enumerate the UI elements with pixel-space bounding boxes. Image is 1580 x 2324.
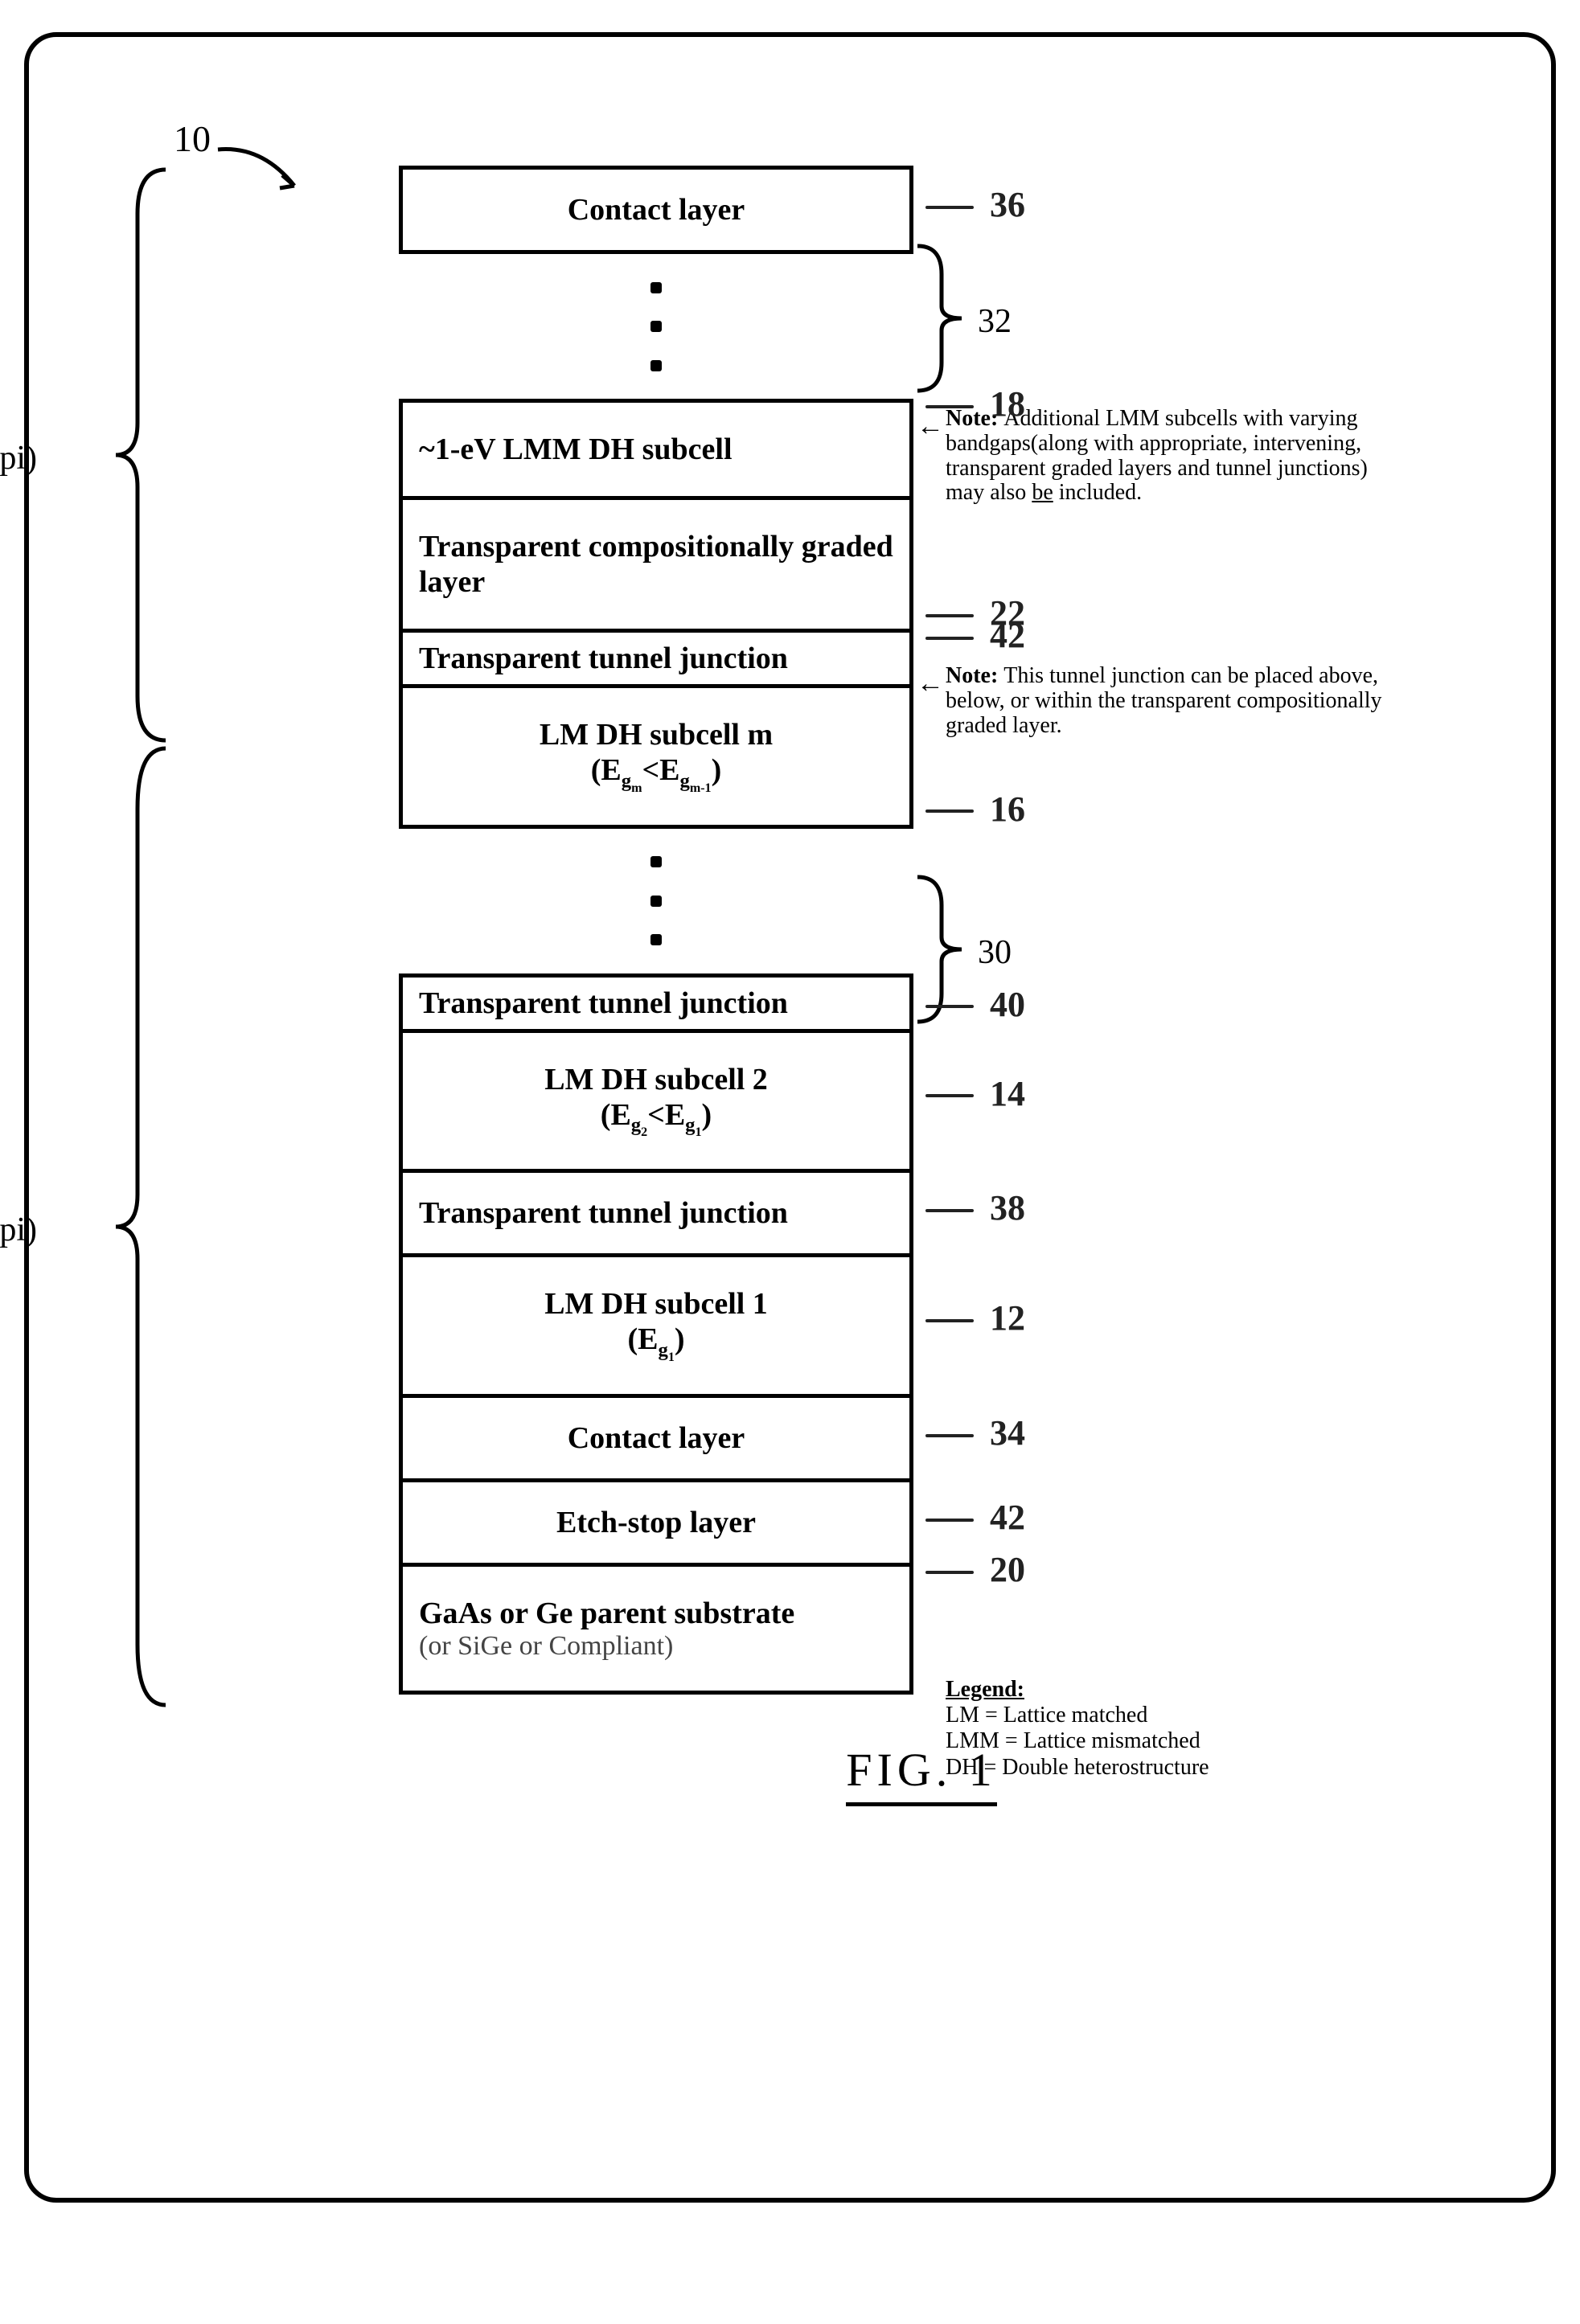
note-tj: ← Note: This tunnel junction can be plac… [946, 664, 1396, 738]
layer-etch: Etch-stop layer 42 [399, 1482, 913, 1567]
layer-tj-mid-label: Transparent tunnel junction [419, 986, 788, 1020]
brace-dots-top-ref: 32 [978, 302, 1012, 341]
dot-icon [650, 282, 662, 293]
legend-dh: DH = Double heterostructure [946, 1755, 1209, 1780]
layer-lm-2: LM DH subcell 2 (Eg2<Eg1) 14 [399, 1033, 913, 1174]
brace-dots-mid-ref: 30 [978, 933, 1012, 972]
dot-icon [650, 321, 662, 332]
ref-42b: 42 [925, 1497, 1025, 1538]
layer-contact-bot-label: Contact layer [568, 1421, 745, 1455]
legend-title: Legend: [946, 1677, 1024, 1702]
layer-contact-top: Contact layer 36 [399, 166, 913, 254]
layer-tj-low-label: Transparent tunnel junction [419, 1196, 788, 1230]
layer-tj-low: Transparent tunnel junction 38 [399, 1173, 913, 1257]
layer-etch-label: Etch-stop layer [556, 1506, 756, 1539]
layer-lm-2-label: LM DH subcell 2 [544, 1063, 768, 1096]
dots-mid [399, 829, 913, 973]
ref-40: 40 [925, 984, 1025, 1025]
dot-icon [650, 896, 662, 907]
ref-14: 14 [925, 1073, 1025, 1114]
brace-lmm-label: 26 (LMM Epi) [0, 439, 37, 478]
legend-lm: LM = Lattice matched [946, 1703, 1147, 1728]
ref-34: 34 [925, 1412, 1025, 1453]
note-tj-text: This tunnel junction can be placed above… [946, 663, 1382, 738]
layer-substrate-sub: (or SiGe or Compliant) [419, 1631, 893, 1662]
arrow-left-icon: ← [917, 669, 944, 699]
layer-substrate-label: GaAs or Ge parent substrate [419, 1596, 794, 1630]
layer-tj-top: 42 Transparent tunnel junction [399, 633, 913, 688]
layer-substrate: 20 GaAs or Ge parent substrate (or SiGe … [399, 1567, 913, 1695]
layer-lmm-1ev: 18 ~1-eV LMM DH subcell [399, 399, 913, 500]
layer-lm-1-eq: (Eg1) [627, 1322, 684, 1356]
brace-lm-label: 24 (LM Epi) [0, 1211, 37, 1249]
figure-frame: 10 26 (LMM Epi) 24 (LM Epi) 32 [24, 32, 1556, 2203]
layer-tj-top-label: Transparent tunnel junction [419, 641, 788, 675]
layer-graded: Transparent compositionally graded layer… [399, 500, 913, 633]
legend: Legend: LM = Lattice matched LMM = Latti… [946, 1677, 1396, 1781]
layer-lm-m: LM DH subcell m (Egm<Egm-1) 16 [399, 688, 913, 829]
layer-tj-mid: Transparent tunnel junction 40 [399, 973, 913, 1033]
layer-contact-bot: Contact layer 34 [399, 1398, 913, 1482]
ref-16: 16 [925, 789, 1025, 830]
ref-10-arrow [206, 141, 318, 214]
layer-contact-top-label: Contact layer [568, 193, 745, 227]
dot-icon [650, 360, 662, 371]
dot-icon [650, 934, 662, 945]
layer-lm-m-label: LM DH subcell m [540, 718, 773, 752]
layer-stack: Contact layer 36 18 ~1-eV LMM DH subcell… [399, 166, 913, 1695]
layer-lm-m-eq: (Egm<Egm-1) [591, 753, 721, 787]
layer-graded-label: Transparent compositionally graded layer [419, 530, 893, 599]
layer-lm-1: LM DH subcell 1 (Eg1) 12 [399, 1257, 913, 1398]
ref-36: 36 [925, 184, 1025, 225]
ref-20: 20 [925, 1549, 1025, 1590]
ref-10: 10 [174, 117, 211, 160]
ref-18: 18 [925, 383, 1025, 424]
dot-icon [650, 856, 662, 867]
dots-top [399, 254, 913, 399]
layer-lmm-1ev-label: ~1-eV LMM DH subcell [419, 432, 733, 466]
layer-lm-1-label: LM DH subcell 1 [544, 1287, 768, 1321]
ref-12: 12 [925, 1297, 1025, 1338]
layer-lm-2-eq: (Eg2<Eg1) [601, 1098, 712, 1132]
legend-lmm: LMM = Lattice mismatched [946, 1728, 1200, 1753]
stack-area: 26 (LMM Epi) 24 (LM Epi) 32 30 ← Note: A… [399, 166, 1444, 1797]
ref-38: 38 [925, 1187, 1025, 1228]
ref-42a: 42 [925, 615, 1025, 656]
